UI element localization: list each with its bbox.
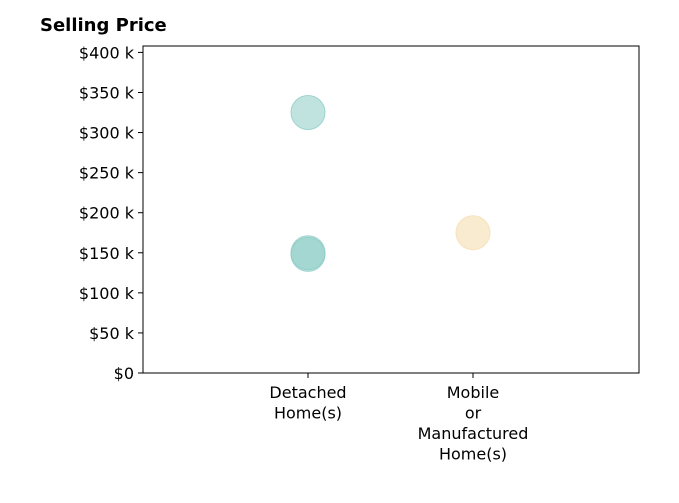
plot-points [290,95,491,272]
y-tick-label: $0 [114,364,134,383]
data-point [290,236,326,272]
x-tick-label: Mobile or Manufactured Home(s) [418,383,529,464]
y-tick-label: $100 k [79,284,135,303]
y-tick-label: $400 k [79,43,135,62]
y-tick-label: $200 k [79,204,135,223]
plot-frame [142,45,640,374]
y-tick-label: $50 k [89,324,135,343]
y-axis: $0 $50 k $100 k $150 k $200 k $250 k $300 k $35… [79,43,143,383]
x-tick-label: Detached Home(s) [269,383,346,423]
data-point [290,95,326,131]
y-tick-label: $300 k [79,124,135,143]
data-point [455,215,491,251]
y-tick-label: $250 k [79,164,135,183]
chart-title: Selling Price [40,15,167,36]
x-axis: Detached Home(s) Mobile or Manufactured Home(… [269,373,528,464]
y-tick-label: $350 k [79,83,135,102]
y-tick-label: $150 k [79,244,135,263]
